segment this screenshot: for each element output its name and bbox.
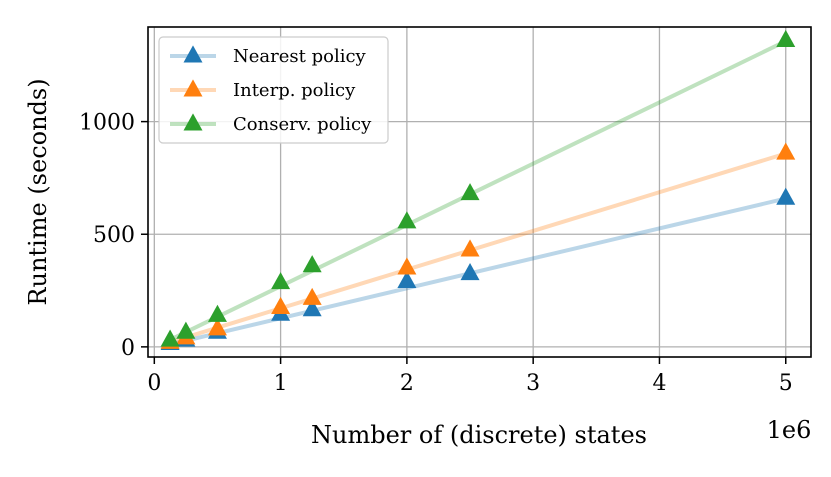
conserv-policy-point [160,329,180,347]
x-tick-label: 5 [779,371,793,396]
interp-policy-point [302,287,322,305]
x-tick-label: 4 [652,371,666,396]
plot-frame [147,26,812,358]
conserv-policy-point [176,321,196,339]
x-tick-label: 1 [274,371,288,396]
interp-policy-fit-line [168,151,788,345]
interp-policy-point [776,142,796,160]
conserv-policy-point [397,211,417,229]
interp-policy-point [397,257,417,275]
legend-marker-interp-policy [183,79,203,97]
interp-policy-point [271,296,291,314]
legend-label-conserv-policy: Conserv. policy [233,114,372,135]
legend-marker-nearest-policy [183,45,203,63]
nearest-policy-point [397,270,417,289]
conserv-policy-point [460,183,480,201]
legend-label-interp-policy: Interp. policy [233,80,356,101]
legend-marker-conserv-policy [183,113,203,131]
y-tick-label: 1000 [79,111,135,136]
conserv-policy-point [302,255,322,273]
x-tick-label: 3 [526,371,540,396]
legend-label-nearest-policy: Nearest policy [233,46,367,67]
x-tick-label: 0 [147,371,161,396]
interp-policy-point [207,318,227,336]
data-markers [160,29,796,350]
conserv-policy-point [776,29,796,48]
legend-box [158,36,389,144]
axis-ticks: 0 1 2 3 4 5 0 500 1000 [79,111,793,396]
conserv-policy-point [271,272,291,290]
x-tick-label: 2 [400,371,414,396]
y-tick-label: 0 [121,336,135,361]
x-axis-offset-label: 1e6 [767,416,812,444]
y-tick-label: 500 [93,223,135,248]
conserv-policy-point [207,304,227,322]
nearest-policy-point [776,187,796,205]
interp-policy-point [460,239,480,257]
nearest-policy-point [302,299,322,317]
legend: Nearest policy Interp. policy Conserv. pol… [158,36,389,144]
x-axis-label: Number of (discrete) states [311,421,647,449]
y-axis-label: Runtime (seconds) [24,78,52,305]
nearest-policy-point [460,263,480,281]
nearest-policy-fit-line [169,196,788,347]
conserv-policy-fit-line [168,38,788,342]
